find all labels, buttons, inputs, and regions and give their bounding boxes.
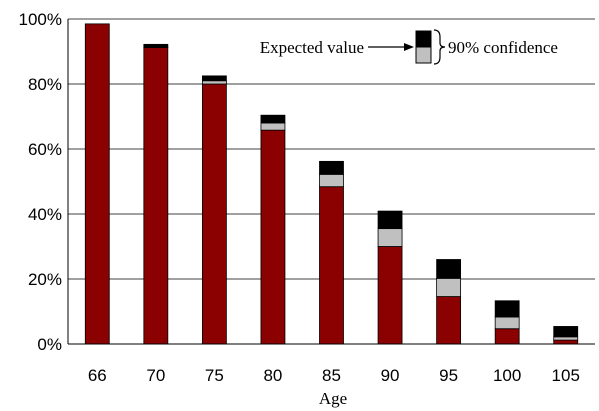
legend: Expected value 90% confidence xyxy=(260,29,558,65)
bar-expected xyxy=(319,186,344,345)
y-tick-label: 0% xyxy=(37,335,62,354)
y-tick-label: 80% xyxy=(28,75,62,94)
x-tick-label: 66 xyxy=(88,366,107,385)
x-tick-label: 95 xyxy=(439,366,458,385)
bar-ci-lower xyxy=(201,80,227,85)
bar-expected xyxy=(260,129,286,345)
bar-expected xyxy=(84,23,110,345)
axes xyxy=(67,19,595,345)
bar-ci-upper xyxy=(201,75,227,82)
y-tick-label: 60% xyxy=(28,140,62,159)
bar-ci-upper xyxy=(377,210,403,230)
y-tick-labels: 0% 20% 40% 60% 80% 100% xyxy=(19,10,62,354)
bar-ci-lower xyxy=(494,316,520,330)
bar-expected xyxy=(143,47,169,345)
legend-confidence-label: 90% confidence xyxy=(448,38,558,57)
x-tick-label: 80 xyxy=(263,366,282,385)
bar-ci-upper xyxy=(436,259,462,279)
x-tick-label: 100 xyxy=(493,366,521,385)
y-tick-label: 100% xyxy=(19,10,62,29)
y-tick-label: 40% xyxy=(28,205,62,224)
bar-ci-upper xyxy=(553,326,579,338)
bars xyxy=(84,23,579,345)
bar-ci-upper xyxy=(319,160,344,175)
bar-expected xyxy=(377,246,403,345)
bar-ci-upper xyxy=(143,43,169,48)
bar-expected xyxy=(201,83,227,345)
legend-arrow-head xyxy=(404,43,414,51)
bar-ci-lower xyxy=(436,277,462,297)
bar-expected xyxy=(436,296,462,345)
x-tick-label: 105 xyxy=(552,366,580,385)
bar-ci-upper xyxy=(494,300,520,318)
x-axis-title: Age xyxy=(319,389,347,408)
bar-ci-lower xyxy=(377,228,403,247)
legend-swatch-gray xyxy=(415,46,432,64)
bar-ci-lower xyxy=(319,173,344,188)
bar-ci-upper xyxy=(260,114,286,124)
legend-swatch-black xyxy=(415,30,432,48)
x-tick-label: 90 xyxy=(381,366,400,385)
x-tick-label: 70 xyxy=(146,366,165,385)
legend-expected-value-label: Expected value xyxy=(260,38,364,57)
bar-ci-lower xyxy=(553,336,579,341)
x-tick-labels: 66 70 75 80 85 90 95 100 105 xyxy=(88,366,580,385)
legend-brace xyxy=(433,29,446,65)
bar-expected xyxy=(553,339,579,345)
y-tick-label: 20% xyxy=(28,270,62,289)
x-tick-label: 85 xyxy=(322,366,341,385)
bar-expected xyxy=(494,328,520,345)
bar-ci-lower xyxy=(260,122,286,131)
x-tick-label: 75 xyxy=(205,366,224,385)
